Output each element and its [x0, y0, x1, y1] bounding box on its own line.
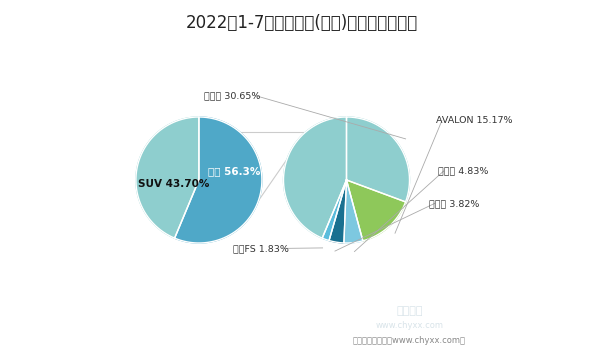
Polygon shape	[136, 117, 199, 238]
Polygon shape	[175, 117, 262, 243]
Polygon shape	[322, 180, 347, 240]
Polygon shape	[347, 180, 406, 241]
Text: AVALON 15.17%: AVALON 15.17%	[437, 116, 513, 125]
Text: 智研咨询: 智研咨询	[396, 306, 423, 316]
Text: 威驰FS 1.83%: 威驰FS 1.83%	[233, 244, 289, 253]
Text: 2022年1-7月一汽丰田(轿车)销量占比统计图: 2022年1-7月一汽丰田(轿车)销量占比统计图	[185, 14, 418, 32]
Text: www.chyxx.com: www.chyxx.com	[376, 321, 443, 330]
Polygon shape	[347, 117, 409, 202]
Text: 卡罗拉 30.65%: 卡罗拉 30.65%	[204, 91, 260, 100]
Polygon shape	[344, 180, 363, 243]
Text: 轿车 56.3%: 轿车 56.3%	[208, 166, 260, 176]
Text: 制图：智研咨询（www.chyxx.com）: 制图：智研咨询（www.chyxx.com）	[353, 336, 466, 345]
Polygon shape	[329, 180, 347, 243]
Text: SUV 43.70%: SUV 43.70%	[138, 179, 209, 189]
Text: 亚洲狮 3.82%: 亚洲狮 3.82%	[429, 199, 479, 208]
Polygon shape	[283, 117, 347, 238]
Text: 新威驰 4.83%: 新威驰 4.83%	[438, 166, 488, 175]
